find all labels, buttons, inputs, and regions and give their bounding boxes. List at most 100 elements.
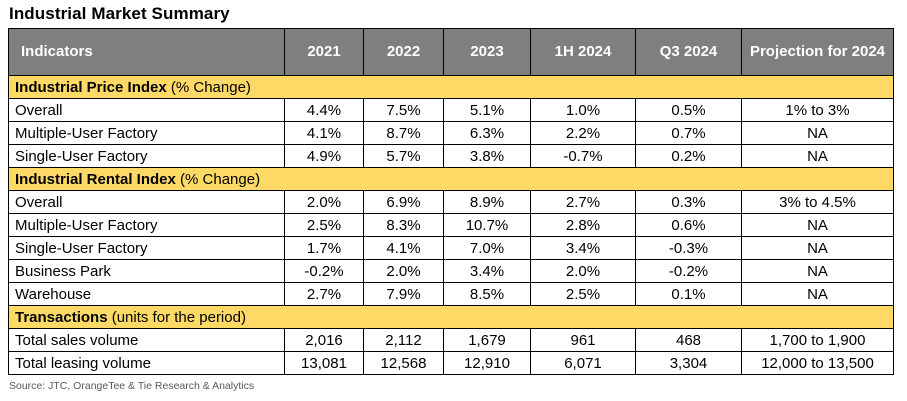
- value-cell: 6.3%: [443, 121, 531, 145]
- section-name: Transactions: [15, 308, 108, 326]
- row-label: Business Park: [8, 259, 285, 283]
- value-cell: 3.8%: [443, 144, 531, 168]
- value-cell: 12,000 to 13,500: [741, 351, 894, 375]
- value-cell: 468: [635, 328, 742, 352]
- value-cell: 2.2%: [530, 121, 636, 145]
- header-cell: 1H 2024: [530, 28, 636, 76]
- row-label: Single-User Factory: [8, 236, 285, 260]
- header-cell: Q3 2024: [635, 28, 742, 76]
- table-row: Single-User Factory 1.7% 4.1% 7.0% 3.4% -0.3%…: [8, 236, 894, 260]
- row-label: Multiple-User Factory: [8, 213, 285, 237]
- value-cell: 2.8%: [530, 213, 636, 237]
- header-cell: 2023: [443, 28, 531, 76]
- header-row: Indicators 2021 2022 2023 1H 2024 Q3 202…: [8, 28, 894, 76]
- header-cell: Projection for 2024: [741, 28, 894, 76]
- value-cell: 7.9%: [363, 282, 444, 306]
- row-label: Total sales volume: [8, 328, 285, 352]
- value-cell: 2.0%: [530, 259, 636, 283]
- value-cell: 1% to 3%: [741, 98, 894, 122]
- section-label: Transactions (units for the period): [8, 305, 894, 329]
- value-cell: 6.9%: [363, 190, 444, 214]
- value-cell: 3.4%: [443, 259, 531, 283]
- value-cell: 1.7%: [284, 236, 364, 260]
- source-note: Source: JTC, OrangeTee & Tie Research & …: [9, 380, 255, 392]
- value-cell: 0.2%: [635, 144, 742, 168]
- market-summary-table: Indicators 2021 2022 2023 1H 2024 Q3 202…: [8, 28, 894, 375]
- section-suffix: (units for the period): [107, 308, 246, 326]
- value-cell: 8.3%: [363, 213, 444, 237]
- value-cell: 8.9%: [443, 190, 531, 214]
- table-row: Single-User Factory 4.9% 5.7% 3.8% -0.7% 0.2%…: [8, 144, 894, 168]
- value-cell: NA: [741, 259, 894, 283]
- value-cell: 1,700 to 1,900: [741, 328, 894, 352]
- row-label: Warehouse: [8, 282, 285, 306]
- value-cell: 4.4%: [284, 98, 364, 122]
- table-row: Overall 4.4% 7.5% 5.1% 1.0% 0.5% 1% to 3%: [8, 98, 894, 122]
- value-cell: 0.3%: [635, 190, 742, 214]
- value-cell: 961: [530, 328, 636, 352]
- value-cell: 0.1%: [635, 282, 742, 306]
- table-row: Total sales volume 2,016 2,112 1,679 961 468 1…: [8, 328, 894, 352]
- table-row: Multiple-User Factory 2.5% 8.3% 10.7% 2.8% 0.…: [8, 213, 894, 237]
- value-cell: 2.5%: [284, 213, 364, 237]
- value-cell: NA: [741, 282, 894, 306]
- value-cell: 3,304: [635, 351, 742, 375]
- value-cell: 7.5%: [363, 98, 444, 122]
- value-cell: NA: [741, 121, 894, 145]
- value-cell: 1.0%: [530, 98, 636, 122]
- value-cell: 10.7%: [443, 213, 531, 237]
- section-suffix: (% Change): [166, 78, 251, 96]
- value-cell: 8.7%: [363, 121, 444, 145]
- table-row: Multiple-User Factory 4.1% 8.7% 6.3% 2.2% 0.7…: [8, 121, 894, 145]
- value-cell: NA: [741, 144, 894, 168]
- table-row: Total leasing volume 13,081 12,568 12,910 6,…: [8, 351, 894, 375]
- value-cell: -0.3%: [635, 236, 742, 260]
- section-row: Industrial Price Index (% Change): [8, 75, 894, 99]
- page-title: Industrial Market Summary: [9, 4, 230, 23]
- value-cell: 5.7%: [363, 144, 444, 168]
- section-name: Industrial Price Index: [15, 78, 167, 96]
- value-cell: NA: [741, 236, 894, 260]
- value-cell: -0.2%: [635, 259, 742, 283]
- section-label: Industrial Rental Index (% Change): [8, 167, 894, 191]
- value-cell: 4.1%: [363, 236, 444, 260]
- table-row: Warehouse 2.7% 7.9% 8.5% 2.5% 0.1% NA: [8, 282, 894, 306]
- header-cell: 2021: [284, 28, 364, 76]
- value-cell: 8.5%: [443, 282, 531, 306]
- value-cell: 3.4%: [530, 236, 636, 260]
- value-cell: 13,081: [284, 351, 364, 375]
- section-row: Transactions (units for the period): [8, 305, 894, 329]
- row-label: Overall: [8, 98, 285, 122]
- value-cell: 2.7%: [284, 282, 364, 306]
- row-label: Multiple-User Factory: [8, 121, 285, 145]
- header-cell: 2022: [363, 28, 444, 76]
- value-cell: -0.7%: [530, 144, 636, 168]
- value-cell: 2.5%: [530, 282, 636, 306]
- value-cell: 12,910: [443, 351, 531, 375]
- value-cell: 0.5%: [635, 98, 742, 122]
- value-cell: 2.7%: [530, 190, 636, 214]
- value-cell: -0.2%: [284, 259, 364, 283]
- table-row: Overall 2.0% 6.9% 8.9% 2.7% 0.3% 3% to 4.5%: [8, 190, 894, 214]
- section-label: Industrial Price Index (% Change): [8, 75, 894, 99]
- value-cell: 4.1%: [284, 121, 364, 145]
- value-cell: 0.7%: [635, 121, 742, 145]
- header-cell: Indicators: [8, 28, 285, 76]
- value-cell: 6,071: [530, 351, 636, 375]
- value-cell: 0.6%: [635, 213, 742, 237]
- section-row: Industrial Rental Index (% Change): [8, 167, 894, 191]
- value-cell: 2,112: [363, 328, 444, 352]
- value-cell: 12,568: [363, 351, 444, 375]
- row-label: Overall: [8, 190, 285, 214]
- row-label: Single-User Factory: [8, 144, 285, 168]
- value-cell: 2.0%: [363, 259, 444, 283]
- value-cell: NA: [741, 213, 894, 237]
- table-body: Industrial Price Index (% Change) Overall…: [8, 75, 894, 375]
- row-label: Total leasing volume: [8, 351, 285, 375]
- value-cell: 3% to 4.5%: [741, 190, 894, 214]
- value-cell: 7.0%: [443, 236, 531, 260]
- section-name: Industrial Rental Index: [15, 170, 176, 188]
- value-cell: 2.0%: [284, 190, 364, 214]
- value-cell: 2,016: [284, 328, 364, 352]
- section-suffix: (% Change): [175, 170, 261, 188]
